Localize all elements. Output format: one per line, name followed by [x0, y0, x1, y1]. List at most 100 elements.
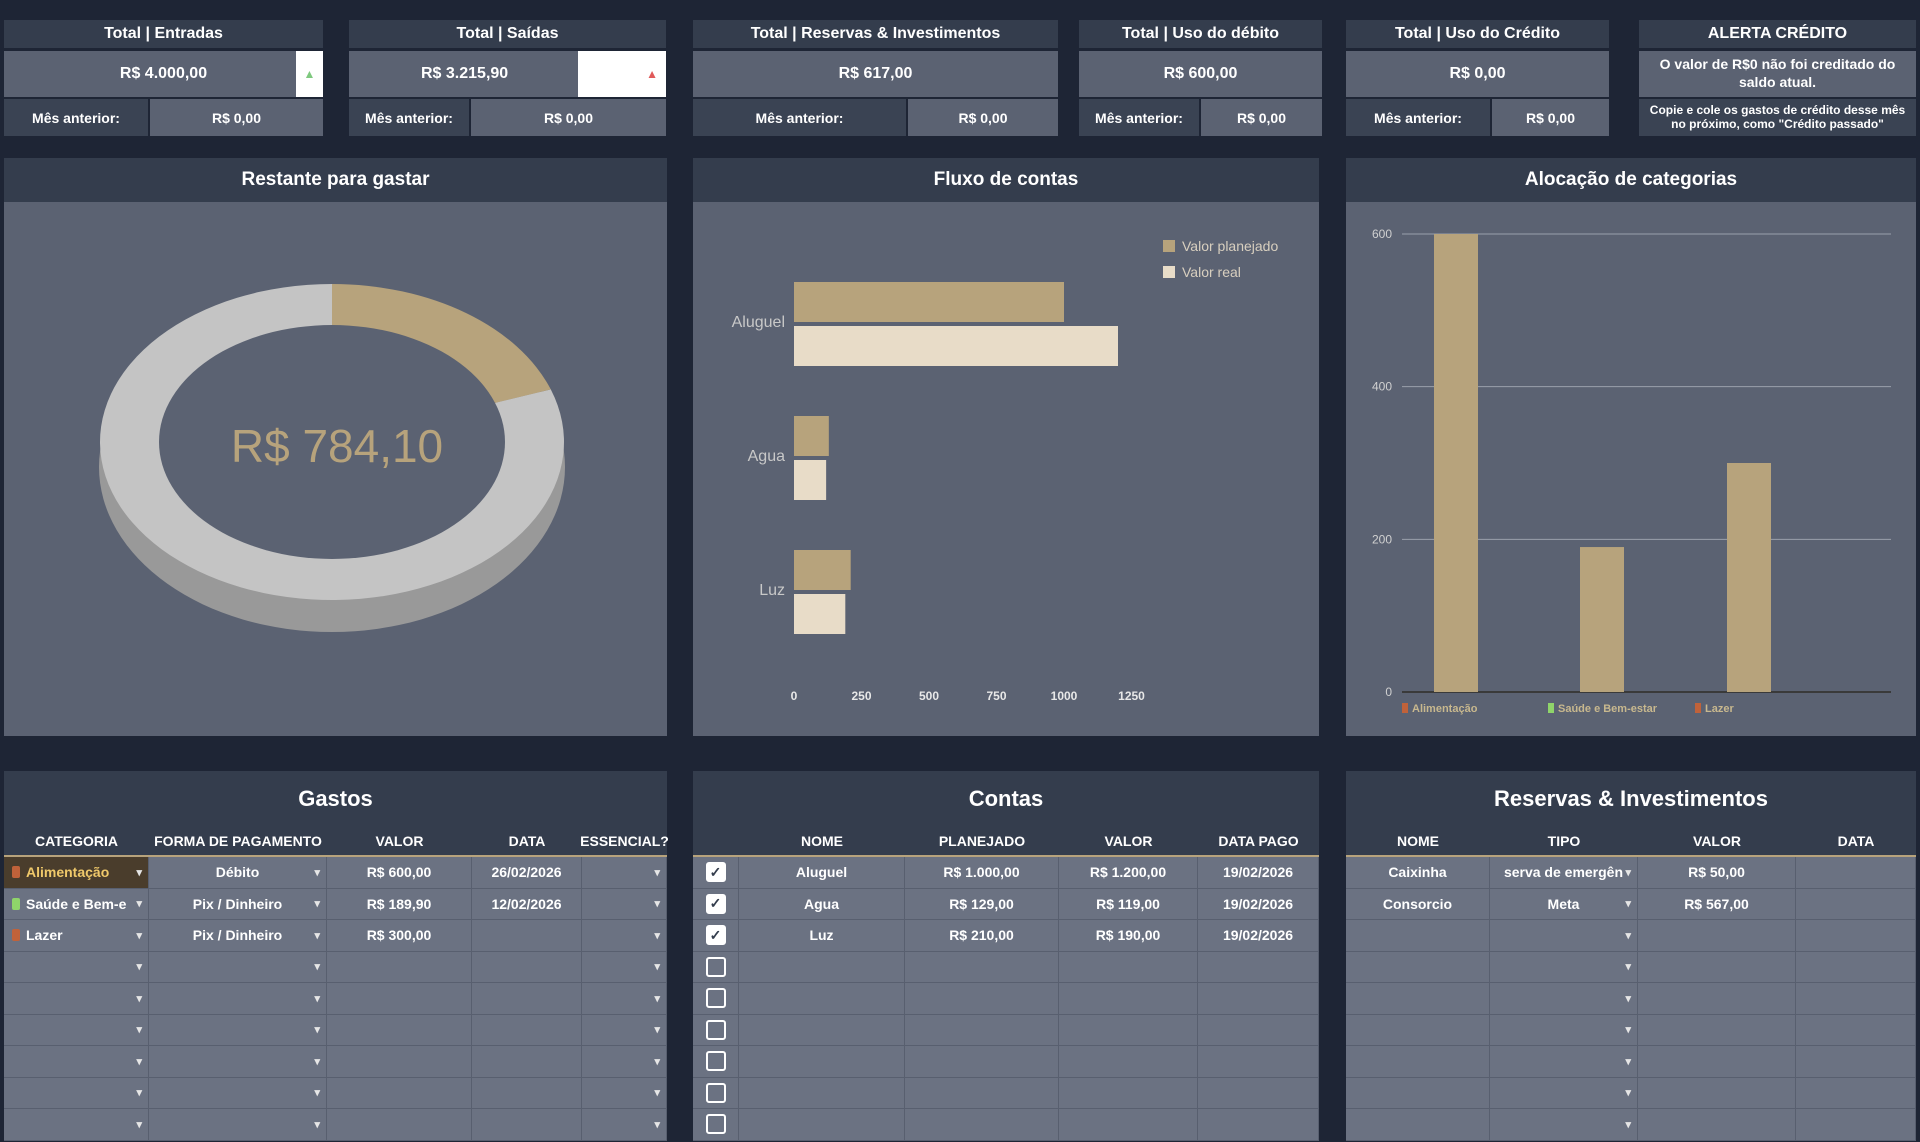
- category-select[interactable]: Alimentação: [4, 857, 149, 888]
- value-cell[interactable]: [1638, 983, 1796, 1014]
- essential-select[interactable]: [582, 888, 667, 919]
- name-cell[interactable]: Aluguel: [739, 857, 905, 888]
- paid-date-cell[interactable]: [1198, 1014, 1319, 1045]
- value-cell[interactable]: [1059, 1109, 1198, 1140]
- name-cell[interactable]: [1346, 1046, 1490, 1077]
- value-cell[interactable]: [327, 1109, 472, 1140]
- type-select[interactable]: [1490, 951, 1638, 982]
- name-cell[interactable]: [1346, 951, 1490, 982]
- payment-select[interactable]: Pix / Dinheiro: [149, 888, 327, 919]
- checkbox-icon[interactable]: [705, 1114, 726, 1135]
- checkbox-icon[interactable]: [705, 1051, 726, 1072]
- type-select[interactable]: [1490, 983, 1638, 1014]
- date-cell[interactable]: [472, 1046, 582, 1077]
- name-cell[interactable]: [1346, 1077, 1490, 1108]
- date-cell[interactable]: [1796, 1077, 1916, 1108]
- payment-select[interactable]: [149, 1077, 327, 1108]
- planned-cell[interactable]: R$ 210,00: [905, 920, 1059, 951]
- value-cell[interactable]: R$ 600,00: [327, 857, 472, 888]
- value-cell[interactable]: [1059, 983, 1198, 1014]
- date-cell[interactable]: [1796, 1109, 1916, 1140]
- value-cell[interactable]: [1059, 1014, 1198, 1045]
- value-cell[interactable]: R$ 190,00: [1059, 920, 1198, 951]
- value-cell[interactable]: R$ 1.200,00: [1059, 857, 1198, 888]
- name-cell[interactable]: Caixinha: [1346, 857, 1490, 888]
- name-cell[interactable]: [739, 1014, 905, 1045]
- name-cell[interactable]: Agua: [739, 888, 905, 919]
- category-select[interactable]: [4, 1014, 149, 1045]
- date-cell[interactable]: [472, 1077, 582, 1108]
- planned-cell[interactable]: [905, 951, 1059, 982]
- value-cell[interactable]: [1638, 1077, 1796, 1108]
- type-select[interactable]: Meta: [1490, 888, 1638, 919]
- paid-date-cell[interactable]: [1198, 1077, 1319, 1108]
- type-select[interactable]: serva de emergên: [1490, 857, 1638, 888]
- essential-select[interactable]: [582, 857, 667, 888]
- date-cell[interactable]: [1796, 983, 1916, 1014]
- essential-select[interactable]: [582, 920, 667, 951]
- essential-select[interactable]: [582, 1014, 667, 1045]
- type-select[interactable]: [1490, 1077, 1638, 1108]
- paid-date-cell[interactable]: [1198, 1046, 1319, 1077]
- essential-select[interactable]: [582, 1109, 667, 1140]
- value-cell[interactable]: [327, 1077, 472, 1108]
- value-cell[interactable]: R$ 50,00: [1638, 857, 1796, 888]
- planned-cell[interactable]: [905, 1046, 1059, 1077]
- essential-select[interactable]: [582, 951, 667, 982]
- date-cell[interactable]: [472, 983, 582, 1014]
- name-cell[interactable]: [1346, 1014, 1490, 1045]
- planned-cell[interactable]: [905, 1014, 1059, 1045]
- value-cell[interactable]: [1059, 1046, 1198, 1077]
- payment-select[interactable]: [149, 983, 327, 1014]
- type-select[interactable]: [1490, 920, 1638, 951]
- value-cell[interactable]: R$ 189,90: [327, 888, 472, 919]
- name-cell[interactable]: Luz: [739, 920, 905, 951]
- essential-select[interactable]: [582, 983, 667, 1014]
- date-cell[interactable]: [1796, 1014, 1916, 1045]
- date-cell[interactable]: [1796, 1046, 1916, 1077]
- planned-cell[interactable]: [905, 1077, 1059, 1108]
- name-cell[interactable]: [739, 1109, 905, 1140]
- date-cell[interactable]: 12/02/2026: [472, 888, 582, 919]
- paid-date-cell[interactable]: [1198, 983, 1319, 1014]
- name-cell[interactable]: [739, 1077, 905, 1108]
- paid-date-cell[interactable]: 19/02/2026: [1198, 857, 1319, 888]
- payment-select[interactable]: Débito: [149, 857, 327, 888]
- paid-date-cell[interactable]: [1198, 1109, 1319, 1140]
- planned-cell[interactable]: [905, 1109, 1059, 1140]
- date-cell[interactable]: [1796, 951, 1916, 982]
- value-cell[interactable]: [1638, 1014, 1796, 1045]
- date-cell[interactable]: [472, 920, 582, 951]
- category-select[interactable]: Lazer: [4, 920, 149, 951]
- category-select[interactable]: [4, 951, 149, 982]
- name-cell[interactable]: [739, 951, 905, 982]
- value-cell[interactable]: [1638, 951, 1796, 982]
- name-cell[interactable]: [1346, 983, 1490, 1014]
- date-cell[interactable]: [472, 1109, 582, 1140]
- date-cell[interactable]: [472, 951, 582, 982]
- paid-date-cell[interactable]: [1198, 951, 1319, 982]
- name-cell[interactable]: [739, 1046, 905, 1077]
- essential-select[interactable]: [582, 1046, 667, 1077]
- planned-cell[interactable]: [905, 983, 1059, 1014]
- checkbox-checked-icon[interactable]: ✓: [705, 925, 726, 946]
- type-select[interactable]: [1490, 1109, 1638, 1140]
- date-cell[interactable]: 26/02/2026: [472, 857, 582, 888]
- type-select[interactable]: [1490, 1014, 1638, 1045]
- checkbox-checked-icon[interactable]: ✓: [705, 862, 726, 883]
- name-cell[interactable]: [739, 983, 905, 1014]
- payment-select[interactable]: [149, 1046, 327, 1077]
- value-cell[interactable]: [1059, 951, 1198, 982]
- date-cell[interactable]: [1796, 857, 1916, 888]
- value-cell[interactable]: [327, 1014, 472, 1045]
- checkbox-icon[interactable]: [705, 988, 726, 1009]
- value-cell[interactable]: R$ 567,00: [1638, 888, 1796, 919]
- value-cell[interactable]: R$ 300,00: [327, 920, 472, 951]
- paid-date-cell[interactable]: 19/02/2026: [1198, 888, 1319, 919]
- value-cell[interactable]: [1638, 1046, 1796, 1077]
- category-select[interactable]: [4, 983, 149, 1014]
- category-select[interactable]: Saúde e Bem-e: [4, 888, 149, 919]
- value-cell[interactable]: [327, 951, 472, 982]
- name-cell[interactable]: [1346, 1109, 1490, 1140]
- paid-date-cell[interactable]: 19/02/2026: [1198, 920, 1319, 951]
